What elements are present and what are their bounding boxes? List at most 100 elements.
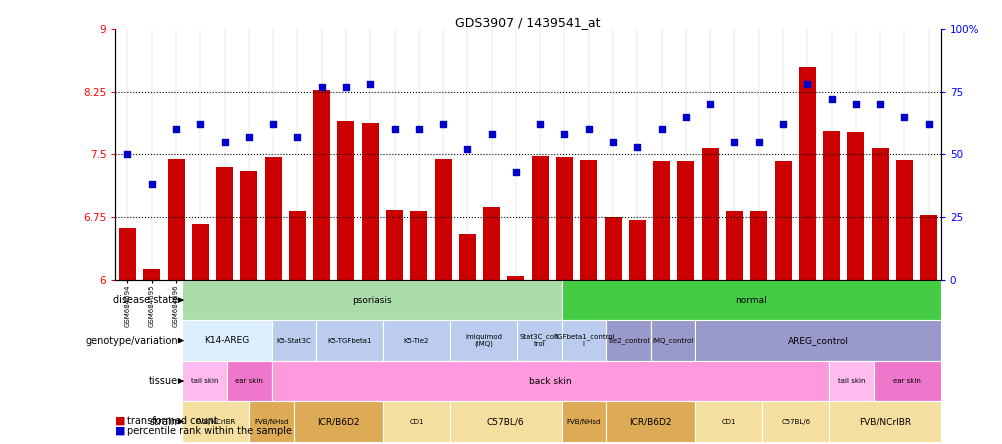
Text: back skin: back skin (528, 377, 571, 385)
Point (459, 146, 475, 153)
Point (775, 121, 791, 128)
Text: K14-AREG: K14-AREG (204, 336, 249, 345)
Point (507, 168, 523, 175)
Point (338, 83, 354, 90)
Text: K5-TGFbeta1: K5-TGFbeta1 (327, 337, 372, 344)
Point (871, 101, 887, 108)
Bar (289, 211, 306, 280)
Bar (749, 211, 767, 280)
Bar (823, 131, 840, 280)
Bar (605, 320, 650, 361)
Point (216, 138, 232, 145)
Text: K5-Tie2: K5-Tie2 (404, 337, 429, 344)
Bar (265, 157, 282, 280)
Bar (895, 160, 912, 280)
Bar (604, 217, 621, 280)
Bar (829, 401, 940, 442)
Text: imiquimod
(IMQ): imiquimod (IMQ) (465, 334, 501, 347)
Bar (694, 401, 762, 442)
Bar (873, 361, 940, 401)
Bar (167, 159, 184, 280)
Bar (383, 401, 450, 442)
Point (119, 151, 135, 158)
Text: ICR/B6D2: ICR/B6D2 (317, 417, 360, 426)
Text: tissue: tissue (148, 376, 177, 386)
Text: AREG_control: AREG_control (787, 336, 848, 345)
Point (532, 121, 548, 128)
Point (701, 101, 717, 108)
Text: C57BL/6: C57BL/6 (487, 417, 524, 426)
Text: ■: ■ (115, 416, 125, 426)
Bar (383, 320, 450, 361)
Point (362, 80, 378, 87)
Bar (337, 121, 354, 280)
Bar (119, 228, 136, 280)
Bar (316, 320, 383, 361)
Text: strain: strain (149, 416, 177, 427)
Bar (774, 161, 791, 280)
Bar (226, 361, 272, 401)
Bar (676, 161, 693, 280)
Point (823, 95, 839, 103)
Bar (182, 401, 248, 442)
Bar (605, 401, 694, 442)
Text: percentile rank within the sample: percentile rank within the sample (127, 426, 293, 436)
Bar (294, 401, 383, 442)
Text: genotype/variation: genotype/variation (85, 336, 177, 345)
Point (265, 121, 281, 128)
Bar (531, 156, 548, 280)
Text: ear skin: ear skin (235, 378, 263, 384)
Text: FVB/NHsd: FVB/NHsd (255, 419, 289, 424)
Point (749, 138, 766, 145)
Point (143, 181, 159, 188)
Bar (362, 123, 379, 280)
Bar (580, 160, 596, 280)
Point (192, 121, 208, 128)
Bar (248, 401, 294, 442)
Bar (215, 167, 232, 280)
Text: CD1: CD1 (720, 419, 735, 424)
Bar (507, 276, 524, 280)
Point (604, 138, 620, 145)
Bar (628, 220, 645, 280)
Bar (143, 269, 160, 280)
Bar (483, 207, 500, 280)
Point (556, 131, 572, 138)
Bar (919, 214, 936, 280)
Bar (272, 361, 829, 401)
Point (483, 131, 499, 138)
Bar (561, 401, 605, 442)
Text: disease state: disease state (112, 295, 177, 305)
Text: normal: normal (734, 296, 767, 305)
Text: FVB/NCrIBR: FVB/NCrIBR (195, 419, 235, 424)
Point (240, 133, 257, 140)
Bar (650, 320, 694, 361)
Bar (652, 161, 669, 280)
Text: psoriasis: psoriasis (352, 296, 392, 305)
Text: CD1: CD1 (409, 419, 424, 424)
Bar (555, 157, 572, 280)
Bar (450, 320, 516, 361)
Text: Tie2_control: Tie2_control (606, 337, 649, 344)
Text: tail skin: tail skin (837, 378, 865, 384)
Point (168, 126, 184, 133)
Point (725, 138, 741, 145)
Point (799, 80, 815, 87)
Bar (386, 210, 403, 280)
Text: TGFbeta1_control
l: TGFbeta1_control l (552, 334, 614, 348)
Bar (871, 148, 888, 280)
Bar (829, 361, 873, 401)
Bar (434, 159, 451, 280)
Bar (798, 67, 815, 280)
Point (920, 121, 936, 128)
Text: IMQ_control: IMQ_control (652, 337, 693, 344)
Text: C57BL/6: C57BL/6 (781, 419, 810, 424)
Bar (182, 320, 272, 361)
Point (653, 126, 669, 133)
Point (411, 126, 427, 133)
Title: GDS3907 / 1439541_at: GDS3907 / 1439541_at (455, 16, 600, 29)
Point (386, 126, 402, 133)
Point (435, 121, 451, 128)
Bar (182, 280, 561, 320)
Point (314, 83, 330, 90)
